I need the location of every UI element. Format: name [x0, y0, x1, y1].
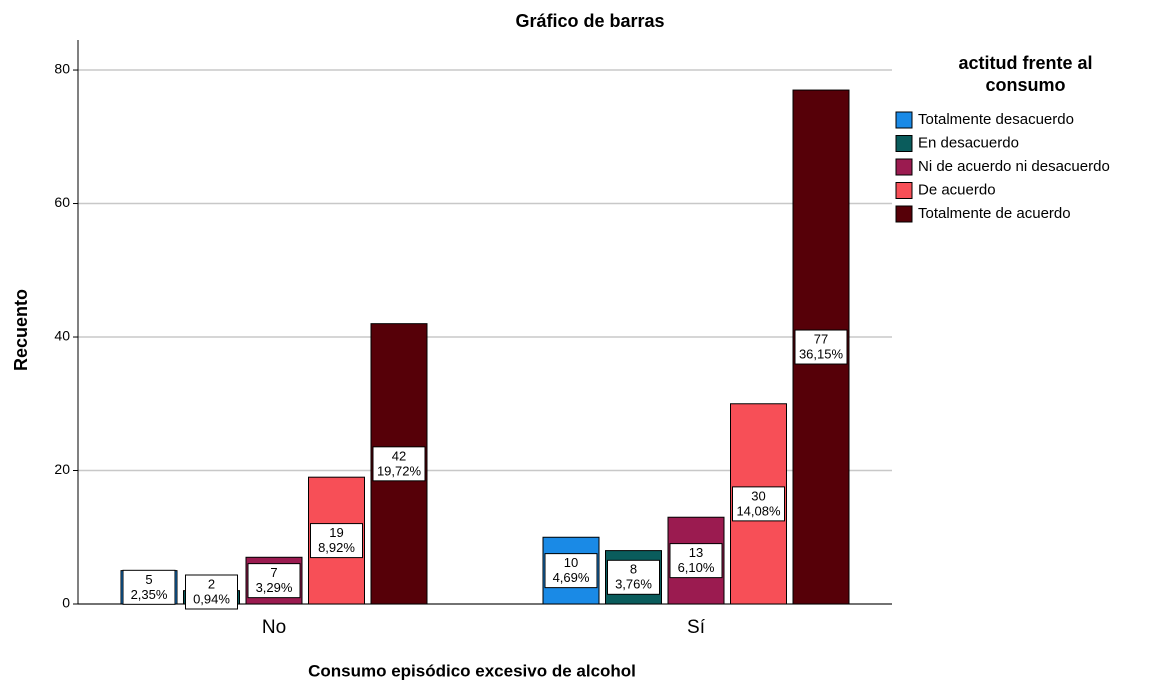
data-label-count: 5 [145, 572, 152, 587]
data-label-box [794, 329, 848, 365]
data-label-box [372, 446, 426, 482]
data-label-percent: 2,35% [131, 587, 168, 602]
legend-label: Totalmente desacuerdo [918, 111, 1074, 128]
data-label-count: 7 [270, 565, 277, 580]
data-label-percent: 36,15% [799, 346, 844, 361]
x-tick-label: Sí [687, 617, 706, 638]
data-label-count: 19 [329, 525, 343, 540]
legend-swatch [895, 158, 913, 176]
data-label-count: 77 [814, 331, 828, 346]
data-label: 104,69% [544, 553, 598, 589]
legend-label: Totalmente de acuerdo [918, 205, 1071, 222]
x-axis-label: Consumo episódico excesivo de alcohol [308, 661, 636, 680]
legend-swatch [895, 205, 913, 223]
data-label-count: 2 [208, 576, 215, 591]
data-label-count: 8 [630, 562, 637, 577]
y-tick-label: 0 [62, 595, 70, 611]
data-label-box [669, 543, 723, 579]
data-label-box [732, 486, 785, 522]
data-label-count: 13 [689, 545, 703, 560]
data-label-percent: 8,92% [318, 540, 355, 555]
legend-label: En desacuerdo [918, 134, 1019, 151]
data-label-percent: 6,10% [678, 560, 715, 575]
y-tick-label: 20 [54, 461, 70, 477]
y-tick-label: 60 [54, 194, 70, 210]
data-label: 83,76% [607, 559, 660, 595]
y-tick-label: 80 [54, 61, 70, 77]
data-label-box [310, 523, 363, 559]
data-label: 20,94% [185, 574, 238, 610]
data-label-count: 42 [392, 448, 406, 463]
data-label-percent: 19,72% [377, 463, 422, 478]
legend-swatch [895, 111, 913, 129]
y-axis-label: Recuento [11, 289, 31, 371]
data-label: 52,35% [122, 569, 176, 605]
y-tick-label: 40 [54, 328, 70, 344]
legend-label: De acuerdo [918, 181, 996, 198]
data-label-count: 30 [751, 488, 765, 503]
data-label: 136,10% [669, 543, 723, 579]
data-label-box [185, 574, 238, 610]
x-tick-label: No [262, 617, 286, 638]
data-label-box [122, 569, 176, 605]
legend-label: Ni de acuerdo ni desacuerdo [918, 158, 1110, 175]
data-label-percent: 3,76% [615, 577, 652, 592]
data-label-percent: 4,69% [553, 570, 590, 585]
legend-swatch [895, 182, 913, 199]
data-label-box [247, 563, 301, 599]
data-label-box [607, 559, 660, 595]
data-label: 198,92% [310, 523, 363, 559]
data-label: 73,29% [247, 563, 301, 599]
chart-title: Gráfico de barras [515, 11, 664, 31]
data-label-count: 10 [564, 555, 578, 570]
data-label-percent: 3,29% [256, 580, 293, 595]
legend-swatch [895, 135, 913, 152]
data-label-percent: 14,08% [736, 503, 781, 518]
data-label-box [544, 553, 598, 589]
legend-title: actitud frente al consumo [958, 53, 1093, 95]
data-label-percent: 0,94% [193, 591, 230, 606]
